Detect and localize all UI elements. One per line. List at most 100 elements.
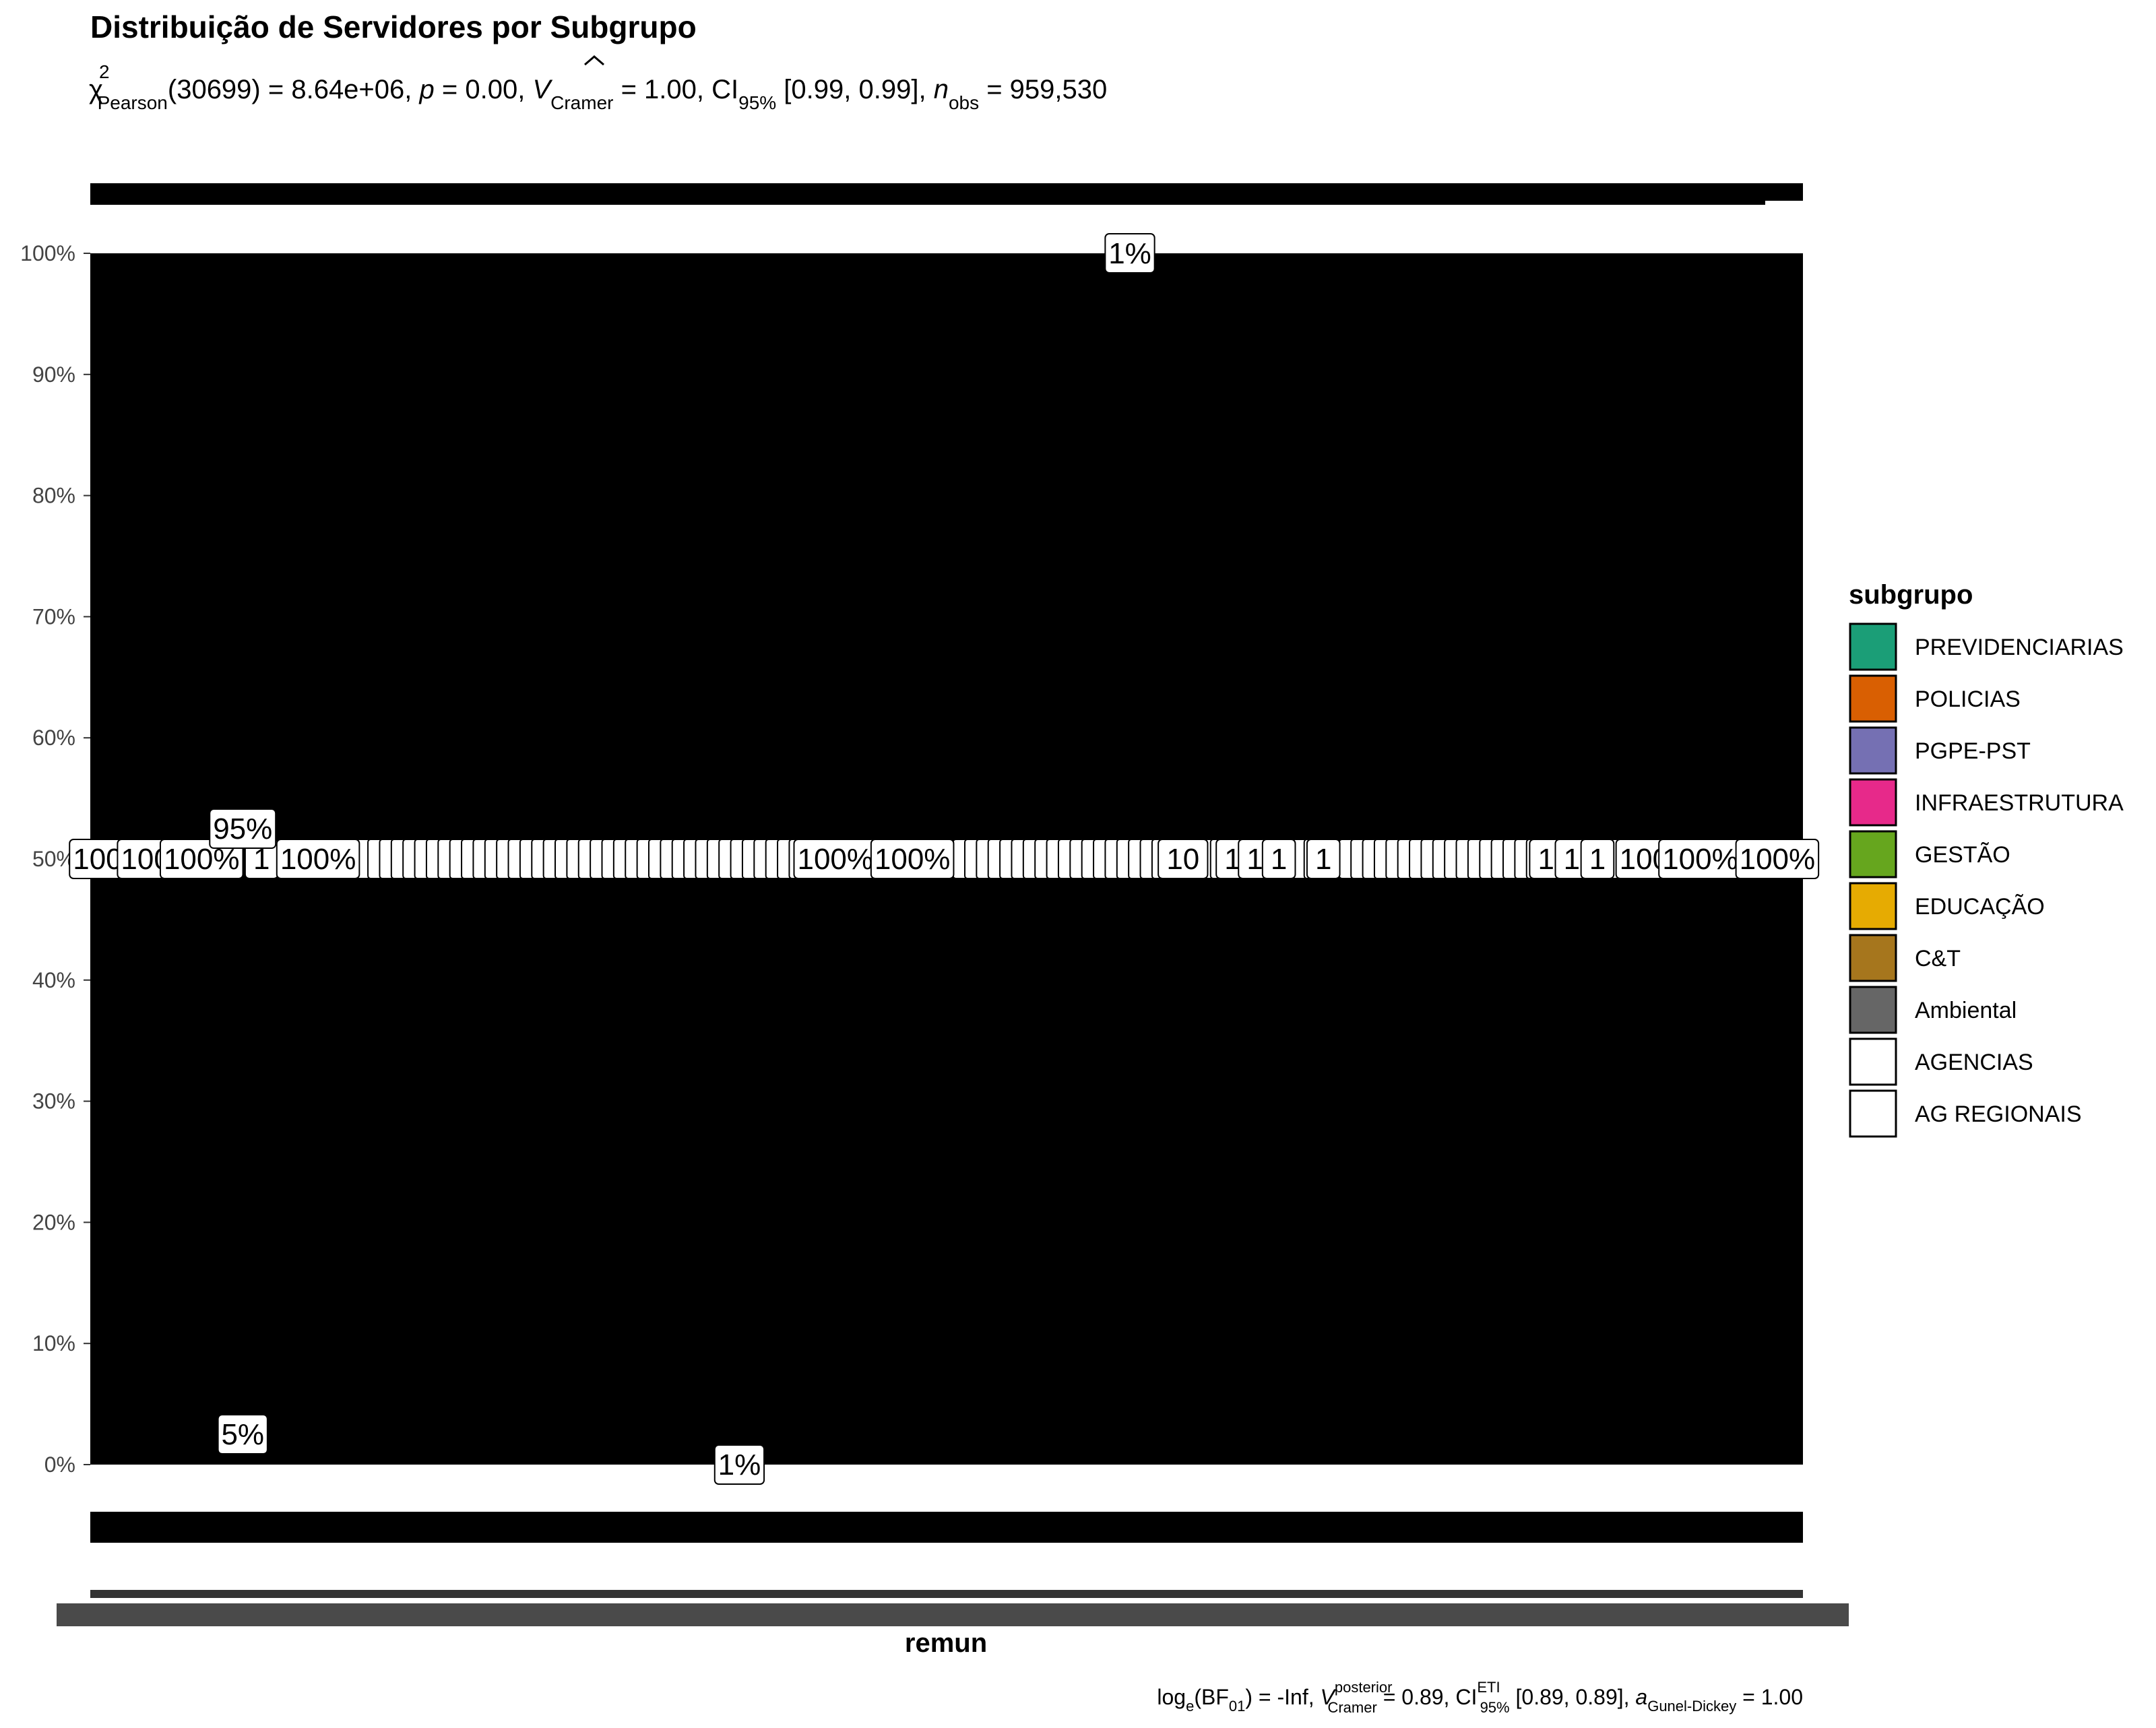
legend-swatch (1849, 674, 1897, 723)
legend-label: PREVIDENCIARIAS (1915, 635, 2124, 660)
y-axis: 0% 10% 20% 30% 40% 50% 60% 70% 80% 90% 100% (20, 241, 90, 1477)
subtitle-chi: χ (89, 75, 103, 104)
caption-bf-sub: 01 (1229, 1698, 1245, 1715)
chart-caption: loge(BF01) = -Inf, Vposterior Cramer = 0.… (1157, 1679, 1803, 1716)
legend: PREVIDENCIARIAS POLICIAS PGPE-PST INFRAESTR… (1849, 622, 2124, 1138)
subtitle-df: (30699) = 8.64e+06, (168, 75, 420, 104)
y-tick-label: 80% (32, 484, 75, 508)
caption-log: log (1157, 1685, 1186, 1709)
legend-label: PGPE-PST (1915, 738, 2031, 764)
legend-label: Ambiental (1915, 998, 2017, 1023)
legend-swatch (1849, 1037, 1897, 1086)
label-50pct: 1 (1271, 843, 1287, 876)
caption-ci-sup: ETI (1477, 1679, 1500, 1696)
subtitle-v-sub: Cramer (550, 92, 613, 113)
legend-label: C&T (1915, 946, 1961, 971)
overflow-bottom-line (90, 1590, 1803, 1598)
label-50pct-box (159, 839, 244, 879)
caption-v-sup: posterior (1335, 1679, 1393, 1696)
y-tick-label: 0% (44, 1452, 75, 1477)
subtitle-v-hat (584, 55, 604, 66)
y-tick-label: 60% (32, 726, 75, 750)
legend-title: subgrupo (1849, 580, 1973, 610)
label-pct: 95% (213, 812, 272, 845)
label-50pct: 10 (1166, 843, 1199, 876)
label-50pct-box (1158, 839, 1209, 879)
subtitle-ci-text: [0.99, 0.99], (776, 75, 934, 104)
caption-a-symbol: a (1635, 1685, 1647, 1709)
caption-v-sub: Cramer (1327, 1699, 1376, 1716)
x-axis-label: remun (905, 1628, 987, 1658)
subtitle-v-text: = 1.00, CI (613, 75, 738, 104)
subtitle-n-symbol: n (934, 75, 949, 104)
subtitle-n-text: = 959,530 (979, 75, 1107, 104)
label-50pct-box (1261, 839, 1296, 879)
label-pct: 1% (718, 1448, 761, 1481)
y-tick-label: 10% (32, 1331, 75, 1355)
legend-label: AGENCIAS (1915, 1050, 2033, 1075)
overflow-top-band (90, 183, 1803, 205)
y-tick-label: 100% (20, 241, 75, 265)
label-pct-box (209, 808, 277, 850)
label-50pct: 1 (1589, 843, 1606, 876)
label-50pct-box (870, 839, 955, 879)
subtitle-n-sub: obs (949, 92, 979, 113)
legend-swatch (1849, 778, 1897, 827)
label-pct-box (714, 1444, 765, 1485)
caption-a-text: = 1.00 (1736, 1685, 1803, 1709)
label-pct: 1% (1108, 237, 1151, 270)
caption-bf: (BF (1194, 1685, 1229, 1709)
label-50pct: 1 (1315, 843, 1331, 876)
legend-swatch (1849, 726, 1897, 775)
caption-ci-text: [0.89, 0.89], (1510, 1685, 1636, 1709)
y-tick-label: 20% (32, 1210, 75, 1234)
label-50pct: 1 (1537, 843, 1554, 876)
legend-label: INFRAESTRUTURA (1915, 790, 2124, 816)
legend-label: POLICIAS (1915, 686, 2021, 712)
subtitle-ci-sub: 95% (738, 92, 776, 113)
legend-swatch (1849, 622, 1897, 671)
y-tick-label: 50% (32, 847, 75, 871)
label-50pct: 100% (875, 843, 951, 876)
legend-label: GESTÃO (1915, 842, 2010, 868)
label-pct-box (217, 1414, 268, 1455)
legend-swatch (1849, 882, 1897, 930)
caption-a-sub: Gunel-Dickey (1647, 1698, 1736, 1715)
subtitle-v-symbol: V (532, 75, 552, 104)
overflow-top (90, 183, 1803, 222)
subtitle-p-symbol: p (419, 75, 435, 104)
label-50pct: 1 (1246, 843, 1263, 876)
label-50pct: 1 (1564, 843, 1580, 876)
legend-swatch (1849, 1089, 1897, 1138)
caption-ci-sub: 95% (1480, 1699, 1510, 1716)
legend-label: AG REGIONAIS (1915, 1101, 2082, 1127)
label-50pct: 100% (1740, 843, 1816, 876)
subtitle-chi-sub: Pearson (98, 92, 168, 113)
subtitle-p-text: = 0.00, (435, 75, 533, 104)
y-tick-label: 30% (32, 1089, 75, 1114)
subtitle-chi-sup: 2 (99, 61, 110, 82)
y-tick-label: 90% (32, 362, 75, 387)
overflow-bottom-band (90, 1512, 1803, 1543)
legend-label: EDUCAÇÃO (1915, 894, 2045, 920)
caption-log-sub: e (1186, 1698, 1194, 1715)
label-50pct-box (276, 839, 360, 879)
label-50pct-box (1735, 839, 1820, 879)
chart-subtitle: χ2 Pearson(30699) = 8.64e+06, p = 0.00, V… (89, 61, 1107, 113)
label-50pct-box (1580, 839, 1615, 879)
label-pct: 5% (221, 1418, 264, 1451)
label-50pct: 100% (797, 843, 873, 876)
legend-swatch (1849, 986, 1897, 1034)
x-tick-label-overlap (57, 1603, 1849, 1626)
label-50pct: 100% (280, 843, 356, 876)
caption-v-symbol: V (1321, 1685, 1337, 1709)
y-tick-label: 40% (32, 968, 75, 992)
legend-swatch (1849, 934, 1897, 982)
label-50pct: 100% (1662, 843, 1738, 876)
legend-swatch (1849, 830, 1897, 878)
caption-bf-text: ) = -Inf, (1245, 1685, 1320, 1709)
caption-v-text: = 0.89, CI (1377, 1685, 1478, 1709)
percentage-labels: 100%100%100% 1 100% 100% 100% 10 1 1 1 1 1 1 1 100%10… (69, 233, 1820, 1485)
